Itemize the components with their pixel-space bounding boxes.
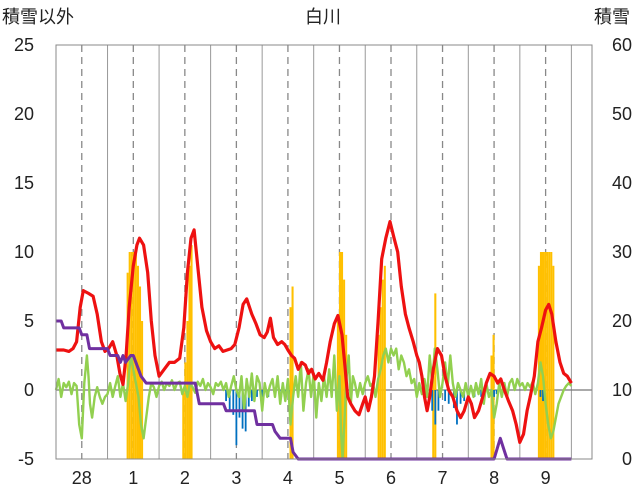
y-right-tick-label: 40: [612, 173, 632, 193]
blue-bar: [447, 390, 450, 404]
y-left-tick-label: 10: [14, 242, 34, 262]
blue-bar: [238, 390, 241, 418]
blue-bar: [480, 390, 483, 397]
orange-bar: [539, 252, 543, 459]
orange-bar: [188, 265, 191, 459]
x-tick-label: 3: [231, 468, 241, 488]
orange-bar: [432, 376, 435, 459]
blue-bar: [542, 390, 544, 402]
blue-bar: [493, 390, 495, 397]
blue-bar: [256, 390, 258, 397]
x-tick-label: 1: [128, 468, 138, 488]
blue-bar: [261, 390, 264, 397]
y-left-tick-label: -5: [18, 449, 34, 469]
orange-bar: [341, 252, 344, 459]
orange-bar: [190, 245, 193, 459]
orange-bar: [542, 252, 545, 459]
orange-bar: [186, 321, 189, 459]
blue-bar: [437, 390, 440, 411]
orange-bar: [338, 252, 342, 459]
green-series-line: [54, 347, 573, 461]
orange-bar: [434, 293, 437, 459]
x-tick-label: 6: [386, 468, 396, 488]
y-left-tick-label: 0: [24, 380, 34, 400]
x-tick-label: 28: [72, 468, 92, 488]
tick-labels: -5 0 5 10 15 20 25 0 10 20 30 40 50 60 28 1 2 3 4 5 6 7 8 9: [14, 35, 632, 488]
x-tick-label: 5: [334, 468, 344, 488]
orange-bar: [552, 265, 555, 459]
orange-bar: [134, 252, 137, 459]
red-series-line: [56, 220, 573, 444]
orange-bar: [141, 321, 144, 459]
x-tick-label: 7: [438, 468, 448, 488]
blue-bar: [250, 390, 253, 402]
orange-bar: [126, 272, 129, 459]
orange-bar: [490, 355, 493, 459]
y-left-tick-label: 20: [14, 104, 34, 124]
y-right-tick-label: 30: [612, 242, 632, 262]
blue-bar: [247, 390, 250, 407]
x-tick-label: 2: [180, 468, 190, 488]
y-left-tick-label: 5: [24, 311, 34, 331]
plot-frame: [55, 44, 593, 460]
y-right-tick-label: 60: [612, 35, 632, 55]
y-right-tick-label: 20: [612, 311, 632, 331]
y-right-tick-label: 0: [622, 449, 632, 469]
blue-bar: [434, 390, 437, 425]
orange-bar: [537, 265, 540, 459]
left-axis-title: 積雪以外: [2, 7, 74, 28]
orange-bar: [544, 252, 547, 459]
y-right-tick-label: 10: [612, 380, 632, 400]
orange-bar: [383, 265, 386, 459]
blue-bar: [228, 390, 231, 411]
right-axis-title: 積雪: [594, 7, 630, 28]
orange-bar: [182, 390, 185, 459]
chart-title: 白川: [305, 7, 341, 28]
x-tick-label: 9: [541, 468, 551, 488]
orange-bar: [379, 307, 382, 459]
y-right-tick-label: 50: [612, 104, 632, 124]
blue-bar: [495, 390, 498, 395]
x-tick-label: 4: [283, 468, 293, 488]
blue-bar: [232, 390, 235, 415]
blue-bar: [235, 390, 238, 446]
blue-bar: [225, 390, 227, 402]
orange-bar: [184, 362, 187, 459]
orange-bar: [548, 252, 551, 459]
x-tick-label: 8: [489, 468, 499, 488]
orange-bar: [546, 252, 549, 459]
orange-bar: [377, 334, 380, 459]
blue-bar: [431, 390, 434, 411]
blue-bar: [459, 390, 462, 404]
orange-bar: [291, 286, 294, 459]
orange-bar: [289, 307, 292, 459]
y-left-tick-label: 25: [14, 35, 34, 55]
y-left-tick-label: 15: [14, 173, 34, 193]
orange-bar: [550, 252, 553, 459]
blue-bar: [444, 390, 447, 402]
orange-bar: [136, 265, 139, 459]
blue-bar: [539, 390, 542, 397]
orange-bar: [381, 279, 384, 459]
